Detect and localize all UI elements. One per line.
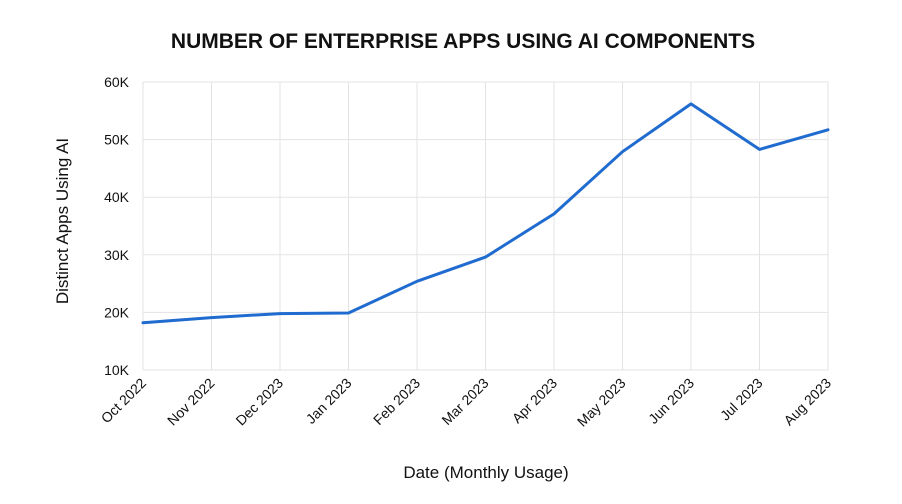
y-tick-label: 60K [104,74,130,90]
x-tick-label: May 2023 [574,375,629,430]
x-tick-label: Feb 2023 [370,375,423,428]
chart-title: NUMBER OF ENTERPRISE APPS USING AI COMPO… [171,30,755,53]
x-tick-label: Jan 2023 [303,375,355,427]
y-tick-label: 20K [104,304,130,320]
series-line [141,102,830,325]
y-axis-label: Distinct Apps Using AI [53,138,72,304]
x-tick-label: Aug 2023 [780,375,834,429]
grid [142,81,829,371]
series-layer [141,102,830,325]
x-tick-label: Mar 2023 [438,375,491,428]
y-tick-label: 10K [104,362,130,378]
x-tick-label: Apr 2023 [509,375,561,427]
y-tick-label: 50K [104,132,130,148]
x-tick-label: Dec 2023 [232,375,286,429]
y-axis-ticks: 10K 20K 30K 40K 50K 60K [104,74,130,378]
x-tick-label: Oct 2022 [98,375,150,427]
x-tick-label: Jun 2023 [645,375,697,427]
x-axis-label: Date (Monthly Usage) [403,463,568,482]
y-tick-label: 30K [104,247,130,263]
x-axis-ticks: Oct 2022 Nov 2022 Dec 2023 Jan 2023 Feb 2023… [98,375,835,430]
x-tick-label: Nov 2022 [164,375,218,429]
y-tick-label: 40K [104,189,130,205]
x-tick-label: Jul 2023 [717,375,766,424]
